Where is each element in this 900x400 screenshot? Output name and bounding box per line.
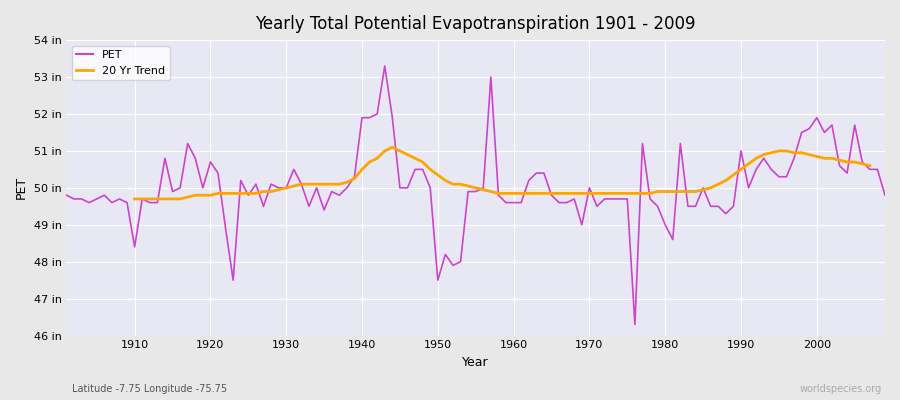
Text: worldspecies.org: worldspecies.org: [800, 384, 882, 394]
Y-axis label: PET: PET: [15, 176, 28, 200]
X-axis label: Year: Year: [463, 356, 489, 369]
Text: Latitude -7.75 Longitude -75.75: Latitude -7.75 Longitude -75.75: [72, 384, 227, 394]
Legend: PET, 20 Yr Trend: PET, 20 Yr Trend: [72, 46, 169, 80]
Title: Yearly Total Potential Evapotranspiration 1901 - 2009: Yearly Total Potential Evapotranspiratio…: [256, 15, 696, 33]
